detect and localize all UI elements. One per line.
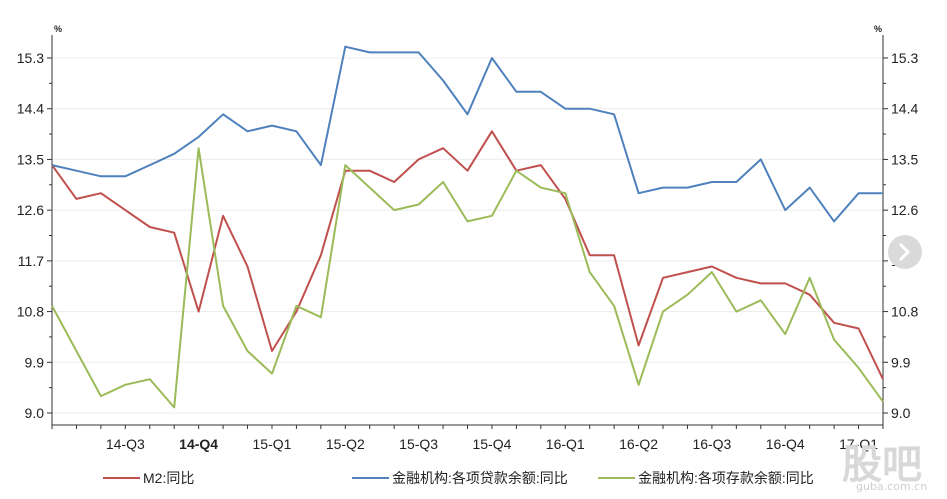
y-tick-label-left: 15.3 — [17, 50, 44, 66]
y-tick-label-right: 15.3 — [891, 50, 918, 66]
y-tick-label-right: 9.9 — [891, 354, 911, 370]
legend-label-2: 金融机构:各项贷款余额:同比 — [392, 470, 568, 486]
y-tick-label-left: 10.8 — [17, 304, 44, 320]
scroll-knob-icon[interactable] — [888, 235, 922, 269]
x-axis: 14-Q3 14-Q4 15-Q1 15-Q2 15-Q3 15-Q4 16-Q1 16-Q2… — [51, 424, 884, 452]
legend-label-1: M2:同比 — [143, 470, 194, 486]
x-tick-label: 15-Q4 — [472, 436, 511, 452]
y-tick-label-left: 9.0 — [25, 405, 45, 421]
y-tick-label-right: 12.6 — [891, 202, 918, 218]
right-axis-unit: % — [874, 24, 882, 34]
left-y-axis: 9.0 9.9 10.8 11.7 12.6 13.5 14.4 15.3 — [17, 35, 53, 425]
x-tick-label: 16-Q4 — [766, 436, 805, 452]
watermark-big: 股吧 — [842, 442, 922, 488]
x-tick-label: 14-Q3 — [106, 436, 145, 452]
x-tick-label: 16-Q3 — [692, 436, 731, 452]
watermark-small: guba.com.cn — [856, 480, 927, 493]
legend: M2:同比 金融机构:各项贷款余额:同比 金融机构:各项存款余额:同比 — [103, 470, 814, 486]
y-tick-label-left: 12.6 — [17, 202, 44, 218]
x-tick-label: 16-Q2 — [619, 436, 658, 452]
y-tick-label-right: 10.8 — [891, 304, 918, 320]
y-tick-label-left: 14.4 — [17, 101, 44, 117]
series-line-3 — [51, 147, 884, 409]
x-tick-label: 14-Q4 — [179, 436, 218, 452]
x-tick-label: 15-Q1 — [253, 436, 292, 452]
y-tick-label-right: 9.0 — [891, 405, 911, 421]
series-line-2 — [51, 45, 883, 223]
x-tick-label: 15-Q3 — [399, 436, 438, 452]
series-line-1 — [51, 130, 884, 380]
y-tick-label-right: 14.4 — [891, 101, 918, 117]
y-tick-label-left: 13.5 — [17, 151, 44, 167]
right-y-axis: 9.09.910.811.712.613.514.415.3 — [882, 35, 918, 425]
y-tick-label-right: 13.5 — [891, 151, 918, 167]
x-tick-label: 17-Q1 — [839, 436, 878, 452]
series-lines — [51, 45, 884, 409]
gridlines — [52, 57, 883, 414]
left-axis-unit: % — [54, 24, 62, 34]
legend-label-3: 金融机构:各项存款余额:同比 — [638, 470, 814, 486]
y-tick-label-left: 11.7 — [18, 253, 44, 269]
x-tick-label: 16-Q1 — [546, 436, 585, 452]
y-tick-label-left: 9.9 — [25, 354, 45, 370]
guba-watermark-logo: 股吧 guba.com.cn — [842, 442, 927, 493]
x-tick-label: 15-Q2 — [326, 436, 365, 452]
